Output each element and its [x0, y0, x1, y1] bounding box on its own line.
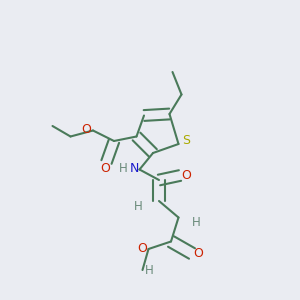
- Text: S: S: [182, 134, 190, 148]
- Text: H: H: [192, 215, 201, 229]
- Text: O: O: [82, 122, 91, 136]
- Text: N: N: [129, 161, 139, 175]
- Text: H: H: [145, 263, 154, 277]
- Text: O: O: [137, 242, 147, 256]
- Text: O: O: [100, 162, 110, 175]
- Text: H: H: [134, 200, 142, 214]
- Text: O: O: [182, 169, 191, 182]
- Text: O: O: [194, 247, 203, 260]
- Text: H: H: [118, 161, 127, 175]
